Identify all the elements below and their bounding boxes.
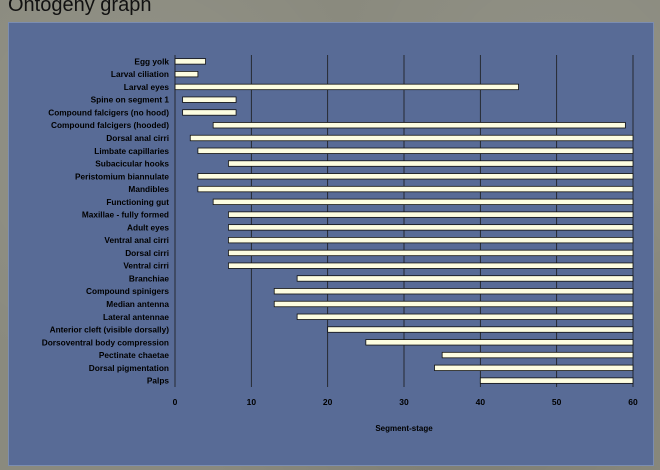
bar	[365, 339, 634, 346]
x-tick-label: 0	[173, 397, 178, 407]
category-labels: Egg yolk Larval ciliation Larval eyes Spine…	[42, 56, 170, 385]
category-label: Median antenna	[106, 299, 169, 309]
bar	[228, 262, 634, 269]
gridlines	[250, 55, 634, 387]
category-label: Spine on segment 1	[91, 95, 170, 105]
bar	[174, 83, 519, 91]
category-label: Ventral anal cirri	[104, 235, 169, 245]
bar	[182, 109, 237, 116]
bar	[189, 134, 634, 142]
x-tick-label: 30	[399, 397, 409, 407]
x-tick-label: 20	[323, 397, 333, 407]
category-label: Limbate capillaries	[94, 146, 169, 156]
category-label: Maxillae - fully formed	[82, 210, 169, 220]
bar	[174, 71, 199, 78]
category-label: Larval ciliation	[111, 69, 169, 79]
category-label: Pectinate chaetae	[99, 350, 169, 360]
bar	[197, 185, 634, 193]
bar	[228, 211, 634, 218]
category-label: Anterior cleft (visible dorsally)	[50, 325, 170, 335]
x-tick-label: 10	[247, 397, 257, 407]
bar	[327, 326, 634, 333]
bar	[273, 300, 634, 308]
bars	[174, 58, 634, 384]
category-label: Compound falcigers (no hood)	[48, 107, 169, 117]
category-label: Adult eyes	[127, 222, 169, 232]
category-label: Subacicular hooks	[95, 159, 169, 169]
bar	[441, 351, 634, 359]
category-label: Compound falcigers (hooded)	[51, 120, 169, 130]
bar	[182, 96, 237, 103]
bar	[296, 313, 634, 320]
category-label: Dorsal cirri	[125, 248, 169, 258]
chart-panel: Egg yolk Larval ciliation Larval eyes Spine…	[8, 22, 654, 466]
bar	[273, 288, 634, 295]
bar	[296, 275, 634, 282]
bar	[212, 198, 634, 205]
x-tick-label: 50	[552, 397, 562, 407]
x-tick-label: 60	[628, 397, 638, 407]
category-label: Dorsal pigmentation	[89, 363, 169, 373]
x-axis-title: Segment-stage	[375, 424, 433, 433]
page-header-text: Ontogeny graph	[8, 0, 152, 16]
x-axis: 0 10 20 30 40 50 60	[173, 55, 638, 407]
bar	[228, 160, 634, 167]
category-label: Dorsoventral body compression	[42, 337, 169, 347]
category-label: Mandibles	[128, 184, 169, 194]
category-label: Dorsal anal cirri	[106, 133, 169, 143]
category-label: Functioning gut	[106, 197, 169, 207]
bar	[228, 237, 634, 244]
bar	[479, 377, 634, 384]
category-label: Compound spinigers	[86, 286, 169, 296]
bar	[212, 122, 626, 129]
bar	[434, 364, 634, 371]
bar	[228, 249, 634, 257]
category-label: Lateral antennae	[103, 312, 169, 322]
bar	[197, 173, 634, 180]
category-label: Ventral cirri	[123, 261, 169, 271]
category-label: Branchiae	[129, 273, 170, 283]
category-label: Larval eyes	[124, 82, 170, 92]
bar	[197, 147, 634, 154]
bar	[228, 224, 634, 231]
category-label: Peristomium biannulate	[75, 171, 169, 181]
category-label: Palps	[147, 376, 170, 386]
category-label: Egg yolk	[134, 56, 169, 66]
bar	[174, 58, 206, 65]
x-tick-label: 40	[476, 397, 486, 407]
range-bar-chart: Egg yolk Larval ciliation Larval eyes Spine…	[42, 55, 638, 433]
